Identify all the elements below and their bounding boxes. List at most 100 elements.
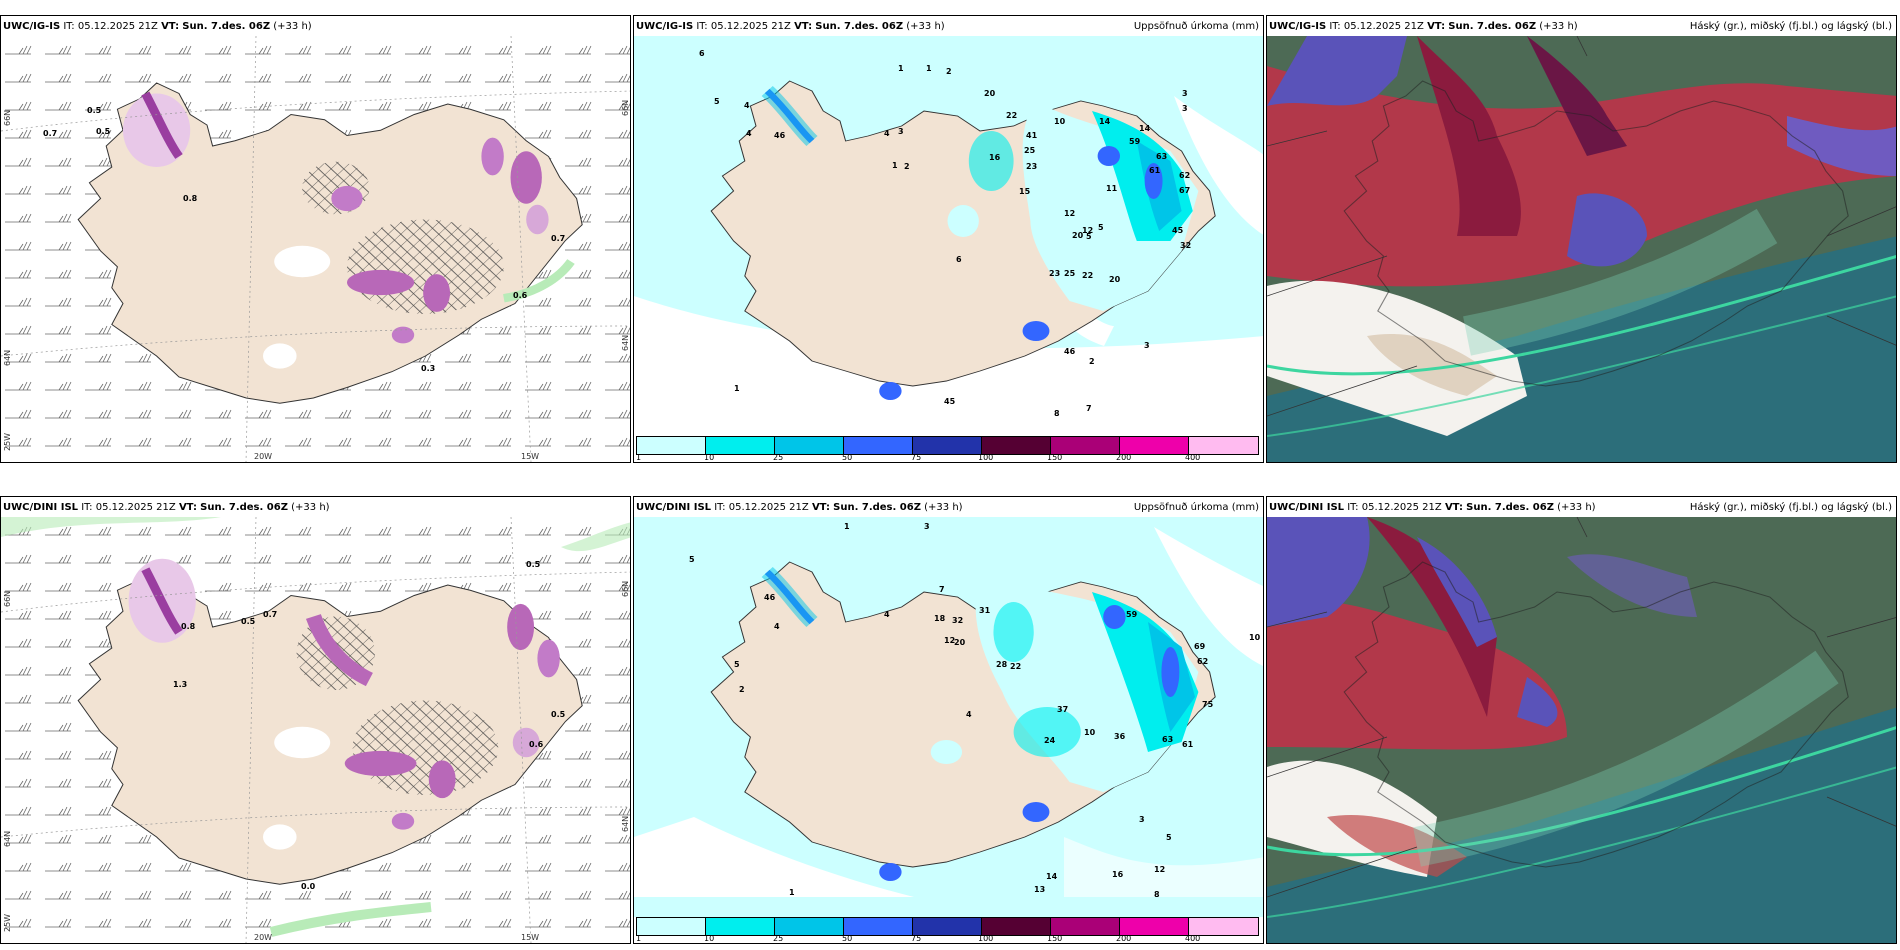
svg-text:11: 11 [1106, 184, 1118, 193]
panel-header: UWC/DINI ISL IT: 05.12.2025 21Z VT: Sun.… [636, 502, 963, 513]
svg-text:20: 20 [1072, 231, 1084, 240]
svg-text:0.5: 0.5 [96, 127, 111, 136]
colorbar-cell [1189, 918, 1258, 935]
colorbar-label: 150 [1047, 934, 1063, 943]
svg-text:67: 67 [1179, 186, 1190, 195]
svg-text:75: 75 [1202, 700, 1214, 709]
svg-text:0.0: 0.0 [301, 882, 316, 891]
svg-text:3: 3 [1182, 104, 1188, 113]
panel-ig-is-clouds: UWC/IG-IS IT: 05.12.2025 21Z VT: Sun. 7.… [1266, 15, 1897, 463]
svg-text:31: 31 [979, 606, 991, 615]
panel-dini-weather: UWC/DINI ISL IT: 05.12.2025 21Z VT: Sun.… [0, 496, 631, 944]
colorbar-label: 10 [704, 934, 715, 943]
svg-text:0.6: 0.6 [513, 291, 528, 300]
svg-text:37: 37 [1057, 705, 1068, 714]
panel-title: Háský (gr.), miðský (fj.bl.) og lágský (… [1689, 21, 1892, 32]
svg-text:5: 5 [734, 660, 740, 669]
svg-text:12: 12 [1064, 209, 1075, 218]
svg-text:62: 62 [1197, 657, 1208, 666]
svg-text:10: 10 [1084, 728, 1096, 737]
svg-text:15: 15 [1019, 187, 1031, 196]
lon-label: 20W [254, 933, 273, 942]
colorbar-label: 75 [911, 934, 922, 943]
colorbar-cell [844, 918, 913, 935]
svg-text:46: 46 [1064, 347, 1076, 356]
svg-text:4: 4 [966, 710, 972, 719]
colorbar-cells [636, 917, 1259, 936]
svg-text:3: 3 [898, 127, 904, 136]
colorbar: 1 10 25 50 75 100 150 200 400 [634, 434, 1263, 462]
svg-text:3: 3 [1139, 815, 1145, 824]
svg-text:2: 2 [1089, 357, 1095, 366]
colorbar-label: 200 [1116, 453, 1132, 462]
svg-text:59: 59 [1126, 610, 1138, 619]
svg-text:69: 69 [1194, 642, 1206, 651]
colorbar-label: 25 [773, 934, 784, 943]
svg-text:20: 20 [954, 638, 966, 647]
svg-text:2: 2 [904, 162, 910, 171]
lat-label: 64N [621, 334, 630, 351]
svg-text:1: 1 [898, 64, 904, 73]
svg-text:1: 1 [926, 64, 932, 73]
svg-text:24: 24 [1044, 736, 1056, 745]
panel-header: UWC/IG-IS IT: 05.12.2025 21Z VT: Sun. 7.… [1269, 21, 1578, 32]
svg-text:10: 10 [1054, 117, 1066, 126]
lat-label: 66N [3, 109, 12, 126]
panel-header: UWC/IG-IS IT: 05.12.2025 21Z VT: Sun. 7.… [3, 21, 312, 32]
colorbar-cell [1051, 437, 1120, 454]
svg-text:46: 46 [764, 593, 776, 602]
svg-text:23: 23 [1026, 162, 1037, 171]
colorbar-cell [1120, 918, 1189, 935]
colorbar-label: 10 [704, 453, 715, 462]
svg-text:3: 3 [924, 522, 930, 531]
svg-text:62: 62 [1179, 171, 1190, 180]
svg-text:0.7: 0.7 [551, 234, 565, 243]
svg-text:12: 12 [1154, 865, 1165, 874]
svg-text:0.8: 0.8 [183, 194, 198, 203]
svg-text:16: 16 [1112, 870, 1124, 879]
lon-label: 25W [3, 432, 12, 451]
svg-text:8: 8 [1054, 409, 1060, 418]
svg-text:14: 14 [1099, 117, 1111, 126]
svg-text:61: 61 [1182, 740, 1194, 749]
lon-label: 20W [254, 452, 273, 461]
colorbar-cell [844, 437, 913, 454]
svg-text:7: 7 [939, 585, 945, 594]
svg-text:61: 61 [1149, 166, 1161, 175]
panel-dini-precip: UWC/DINI ISL IT: 05.12.2025 21Z VT: Sun.… [633, 496, 1264, 944]
svg-text:4: 4 [744, 101, 750, 110]
svg-text:28: 28 [996, 660, 1008, 669]
colorbar-cell [706, 918, 775, 935]
svg-text:13: 13 [1034, 885, 1045, 894]
lat-label: 64N [3, 830, 12, 847]
panel-title: Uppsöfnuð úrkoma (mm) [1133, 502, 1259, 513]
svg-text:4: 4 [884, 129, 890, 138]
colorbar-label: 75 [911, 453, 922, 462]
colorbar-cell [982, 918, 1051, 935]
colorbar-label: 1 [636, 453, 642, 462]
svg-text:1: 1 [892, 161, 898, 170]
svg-text:22: 22 [1010, 662, 1021, 671]
colorbar-label: 400 [1185, 934, 1201, 943]
colorbar-cell [913, 437, 982, 454]
panel-title: Uppsöfnuð úrkoma (mm) [1133, 21, 1259, 32]
panel-header: UWC/IG-IS IT: 05.12.2025 21Z VT: Sun. 7.… [636, 21, 945, 32]
svg-text:0.5: 0.5 [551, 710, 566, 719]
svg-text:6: 6 [699, 49, 705, 58]
colorbar-cell [1120, 437, 1189, 454]
colorbar-label: 200 [1116, 934, 1132, 943]
svg-text:1: 1 [789, 888, 795, 897]
panel-header: UWC/DINI ISL IT: 05.12.2025 21Z VT: Sun.… [1269, 502, 1596, 513]
weather-map: 0.5 0.8 0.7 0.5 1.3 0.6 0.0 0.5 [1, 517, 630, 943]
lon-label: 15W [521, 452, 540, 461]
svg-text:0.6: 0.6 [529, 740, 544, 749]
svg-text:1.3: 1.3 [173, 680, 187, 689]
lon-label: 25W [3, 913, 12, 932]
panel-dini-clouds: UWC/DINI ISL IT: 05.12.2025 21Z VT: Sun.… [1266, 496, 1897, 944]
svg-text:63: 63 [1156, 152, 1167, 161]
svg-text:0.3: 0.3 [421, 364, 435, 373]
svg-text:32: 32 [952, 616, 963, 625]
precip-map: 5 1 3 4 5 2 46 4 7 18 32 31 12 20 28 22 … [634, 517, 1263, 917]
lat-label: 64N [3, 349, 12, 366]
svg-text:6: 6 [956, 255, 962, 264]
